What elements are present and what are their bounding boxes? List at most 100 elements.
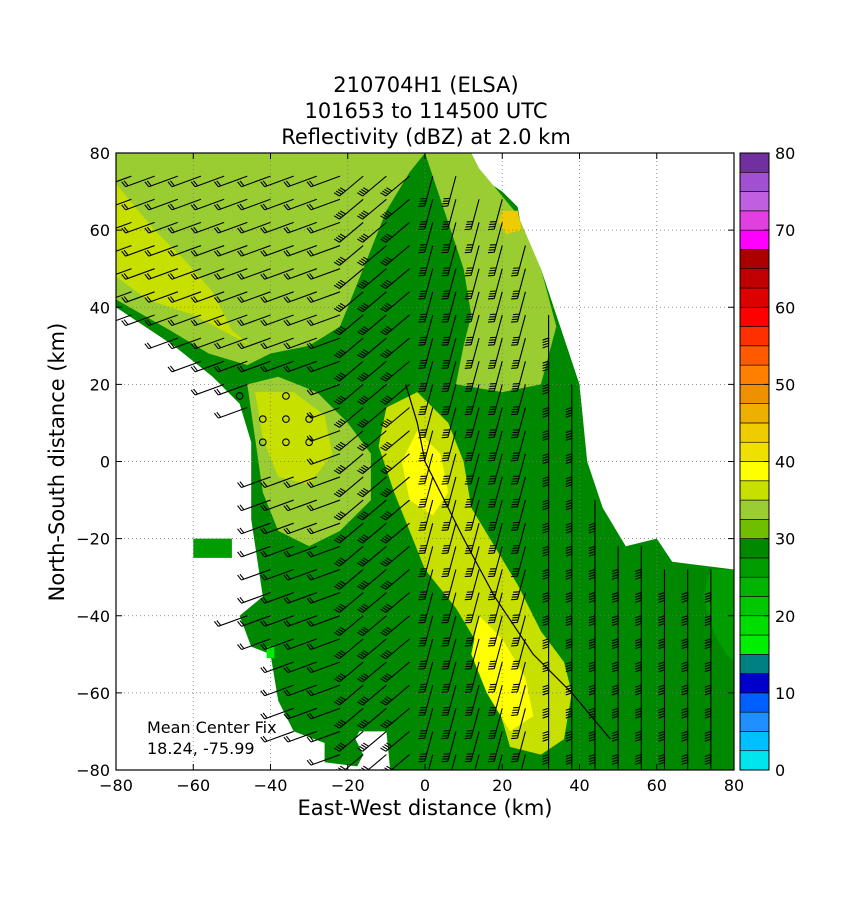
calm-wind-circle [282, 438, 290, 447]
wind-barb [283, 221, 318, 234]
colorbar-cell [739, 364, 770, 385]
colorbar-cell [739, 152, 770, 173]
wind-barb [380, 175, 410, 197]
wind-barb [380, 430, 410, 451]
y-tick-label: 20 [90, 375, 110, 394]
colorbar-cell [739, 229, 770, 250]
wind-barb [283, 337, 318, 350]
wind-barb [511, 430, 526, 462]
wind-barb [441, 314, 457, 346]
colorbar-cell [739, 596, 770, 617]
wind-barb [237, 592, 271, 604]
wind-barb [464, 430, 480, 462]
wind-barb [190, 198, 225, 211]
wind-barb [333, 268, 364, 290]
wind-barb [487, 546, 503, 578]
wind-barb [260, 730, 294, 743]
wind-barb [380, 291, 410, 313]
wind-barb [306, 730, 341, 743]
wind-barb [333, 545, 364, 567]
wind-barb [306, 522, 341, 535]
wind-barb [121, 268, 155, 280]
wind-barb [213, 198, 248, 211]
wind-barb [487, 222, 503, 254]
wind-barb [418, 245, 434, 277]
wind-barb [487, 245, 503, 277]
wind-barb [464, 476, 480, 508]
wind-barb [357, 615, 387, 637]
wind-barb [418, 661, 434, 693]
wind-barb [441, 708, 457, 740]
wind-barb [306, 568, 341, 581]
x-tick-label: −60 [176, 776, 210, 795]
wind-barb [441, 268, 457, 300]
colorbar-cell [739, 287, 770, 308]
wind-barb [464, 384, 480, 416]
colorbar-cell [739, 191, 770, 212]
wind-barb [487, 731, 503, 763]
wind-barb [260, 291, 294, 303]
wind-barb [464, 407, 480, 439]
wind-barb [511, 638, 526, 670]
wind-barb [237, 638, 271, 650]
y-tick-label: −20 [76, 530, 110, 549]
wind-barb [306, 314, 341, 327]
wind-barb [306, 291, 341, 303]
wind-barb [418, 615, 434, 647]
wind-barb [357, 476, 387, 498]
wind-barb [464, 592, 480, 624]
wind-barb [464, 222, 480, 254]
colorbar-cell [739, 731, 770, 752]
wind-barb [511, 337, 526, 369]
wind-barb [237, 291, 271, 303]
wind-barb [380, 198, 410, 220]
x-tick-label: 40 [569, 776, 589, 795]
wind-barb [464, 638, 480, 670]
wind-barb [418, 569, 434, 601]
wind-barb [511, 685, 526, 716]
colorbar-cell [739, 519, 770, 539]
colorbar-cell [739, 538, 770, 559]
wind-barb [441, 569, 457, 601]
wind-barb [418, 638, 434, 670]
wind-barb [306, 175, 341, 188]
wind-barb [441, 245, 457, 277]
plot-area [115, 152, 735, 771]
wind-barb [418, 708, 434, 740]
wind-barb [441, 384, 457, 416]
wind-barb [333, 592, 364, 613]
wind-barb [511, 708, 526, 740]
wind-barb [121, 198, 155, 211]
wind-barb [357, 245, 387, 266]
wind-barb [260, 592, 294, 604]
wind-barb [121, 221, 155, 234]
wind-barb [283, 522, 318, 535]
wind-barb [306, 360, 341, 373]
wind-barb [357, 592, 387, 613]
wind-barb [167, 175, 202, 188]
wind-barb [190, 268, 225, 280]
wind-barb [333, 175, 364, 197]
wind-barb [487, 384, 503, 416]
colorbar-cell [739, 422, 770, 443]
wind-barb [283, 684, 318, 697]
colorbar-cell [739, 615, 770, 636]
wind-barb [306, 453, 341, 465]
colorbar-cell [739, 441, 770, 462]
wind-barb [511, 407, 526, 439]
wind-barb [306, 337, 341, 350]
wind-barb [357, 175, 387, 197]
wind-barb [190, 175, 225, 188]
wind-barb [380, 268, 410, 290]
wind-barb [418, 222, 434, 254]
wind-barb [213, 175, 248, 188]
wind-barb [116, 221, 132, 229]
x-tick-label: −20 [331, 776, 365, 795]
wind-barb [441, 222, 457, 254]
wind-barb [511, 499, 526, 531]
wind-barb [380, 221, 410, 243]
reflectivity-region-11 [498, 210, 522, 234]
wind-barb [658, 685, 666, 719]
wind-barb [357, 383, 387, 405]
wind-barb [380, 407, 410, 428]
